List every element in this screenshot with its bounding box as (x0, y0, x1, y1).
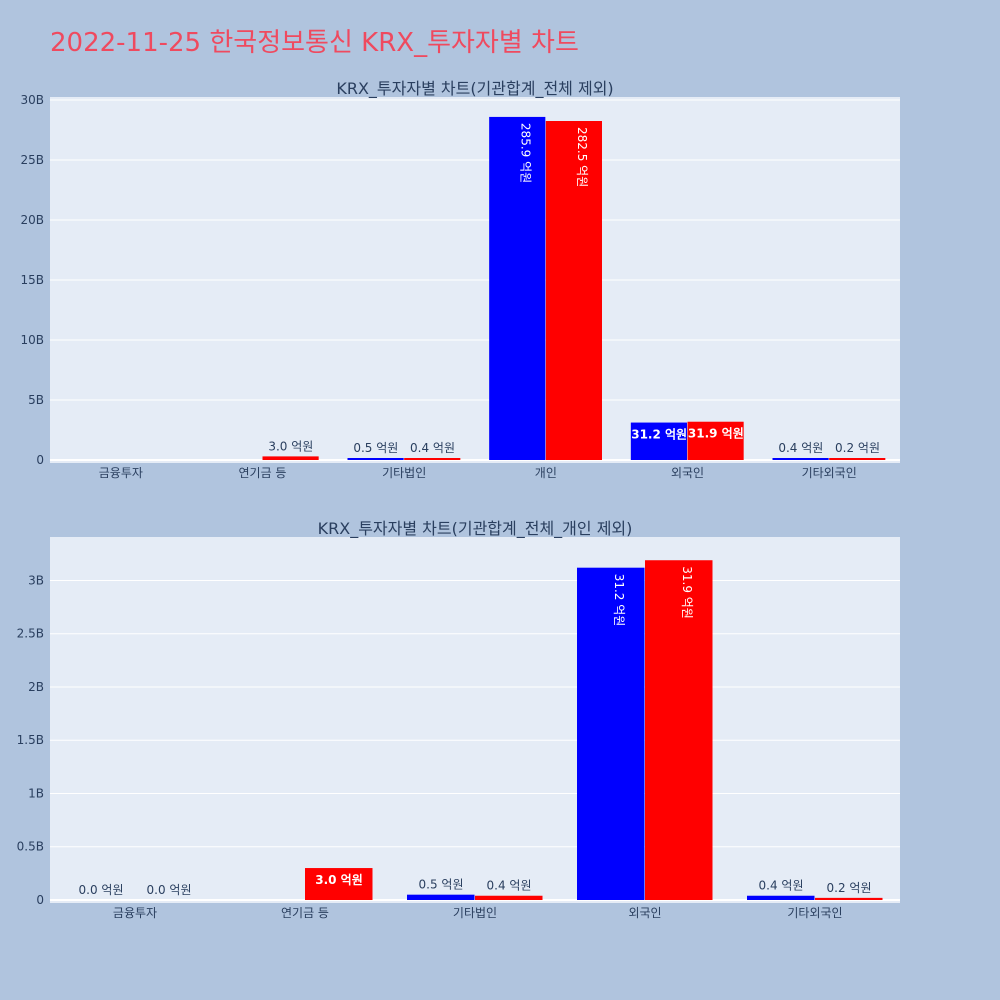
x-tick-label: 기타법인 (382, 466, 426, 480)
y-tick-label: 5B (28, 393, 44, 407)
bar (747, 895, 815, 900)
y-tick-label: 20B (20, 213, 44, 227)
data-label: 0.0 억원 (147, 883, 192, 897)
y-tick-label: 30B (20, 93, 44, 107)
bar (404, 458, 461, 460)
y-tick-label: 3B (28, 573, 44, 587)
data-label: 0.2 억원 (835, 441, 880, 455)
x-tick-label: 외국인 (671, 466, 704, 480)
bar (305, 868, 373, 900)
bar (407, 894, 475, 900)
plot-area (50, 537, 900, 903)
y-tick-label: 25B (20, 153, 44, 167)
data-label: 0.4 억원 (759, 879, 804, 893)
data-label: 282.5 억원 (575, 127, 589, 187)
chart-1: 0 5B 10B 15B 20B 25B 30B KRX_투자자별 차트(기관합계_전체 제외… (20, 79, 900, 480)
bar (577, 567, 645, 900)
x-tick-label: 기타외국인 (787, 906, 842, 920)
bar (347, 458, 404, 460)
x-tick-label: 개인 (535, 466, 557, 480)
data-label: 0.4 억원 (410, 441, 455, 455)
y-tick-label: 2.5B (17, 627, 44, 641)
x-tick-label: 금융투자 (99, 466, 143, 480)
y-tick-label: 0 (36, 453, 44, 467)
y-tick-label: 15B (20, 273, 44, 287)
data-label: 0.4 억원 (778, 441, 823, 455)
x-tick-label: 연기금 등 (281, 906, 329, 920)
bar (475, 895, 543, 900)
bar (489, 116, 546, 461)
x-tick-label: 연기금 등 (239, 466, 287, 480)
chart-title: KRX_투자자별 차트(기관합계_전체_개인 제외) (318, 519, 633, 539)
data-label: 31.2 억원 (612, 574, 626, 627)
y-tick-label: 0 (36, 893, 44, 907)
bar (829, 458, 886, 460)
data-label: 0.5 억원 (353, 441, 398, 455)
bar (545, 121, 602, 460)
y-tick-label: 0.5B (17, 840, 44, 854)
data-label: 0.4 억원 (487, 879, 532, 893)
y-tick-label: 1.5B (17, 733, 44, 747)
data-label: 0.0 억원 (79, 883, 124, 897)
x-tick-label: 기타법인 (453, 906, 497, 920)
data-label: 31.2 억원 (631, 428, 687, 442)
data-label: 3.0 억원 (315, 873, 363, 887)
y-tick-label: 2B (28, 680, 44, 694)
data-label: 31.9 억원 (688, 427, 744, 441)
chart-title: KRX_투자자별 차트(기관합계_전체 제외) (336, 79, 613, 99)
bar (815, 897, 883, 900)
y-tick-label: 10B (20, 333, 44, 347)
data-label: 0.2 억원 (827, 881, 872, 895)
bar (630, 422, 687, 460)
data-label: 3.0 억원 (268, 439, 313, 453)
x-tick-label: 외국인 (628, 906, 661, 920)
data-label: 31.9 억원 (680, 566, 694, 619)
bar (772, 458, 829, 460)
x-tick-label: 금융투자 (113, 906, 157, 920)
data-label: 285.9 억원 (519, 123, 533, 183)
y-tick-label: 1B (28, 786, 44, 800)
bar (645, 560, 713, 900)
bar (687, 421, 744, 460)
x-tick-label: 기타외국인 (802, 466, 857, 480)
page-title: 2022-11-25 한국정보통신 KRX_투자자별 차트 (50, 28, 579, 58)
chart-2: 0 0.5B 1B 1.5B 2B 2.5B 3B KRX_투자자별 차트(기관합계_전체_개… (17, 519, 900, 920)
data-label: 0.5 억원 (419, 878, 464, 892)
bar (262, 456, 319, 460)
